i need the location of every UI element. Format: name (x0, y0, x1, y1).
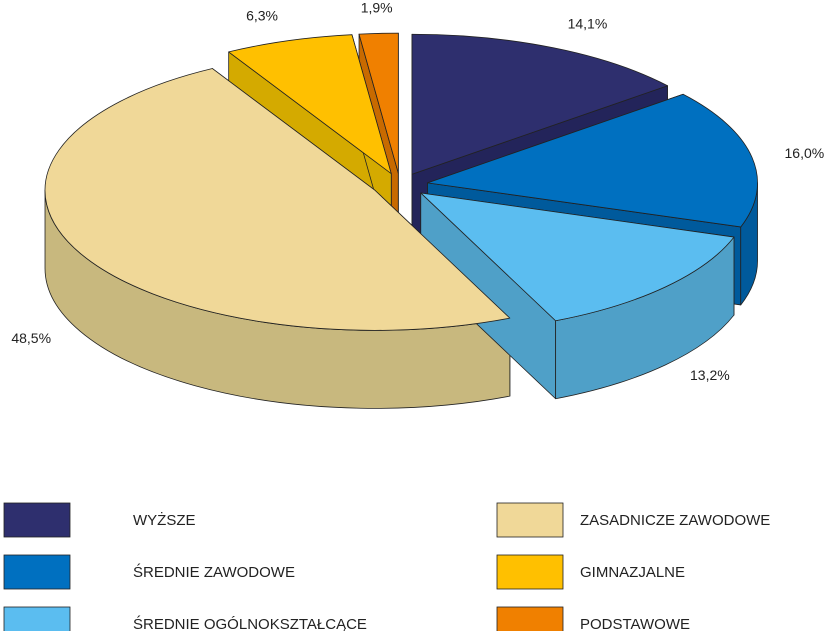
legend-label: GIMNAZJALNE (580, 564, 685, 581)
data-label: 6,3% (246, 7, 278, 23)
slice (358, 32, 399, 174)
slice (427, 93, 758, 228)
data-label: 48,5% (11, 330, 51, 346)
data-label: 1,9% (361, 0, 393, 15)
legend-swatch (496, 502, 564, 538)
data-label: 14,1% (568, 15, 608, 31)
legend-label: WYŻSZE (133, 511, 196, 529)
legend-swatch (496, 554, 564, 590)
slice (44, 68, 511, 331)
legend-label: PODSTAWOWE (580, 616, 690, 631)
legend-swatch (496, 606, 564, 636)
data-label: 13,2% (690, 367, 730, 383)
slice (411, 33, 668, 175)
legend-swatch (3, 502, 71, 538)
legend-label: ŚREDNIE OGÓLNOKSZTAŁCĄCE (133, 615, 367, 631)
legend-swatch (3, 606, 71, 636)
legend-swatch (3, 554, 71, 590)
legend-label: ZASADNICZE ZAWODOWE (580, 512, 770, 529)
data-label: 16,0% (785, 145, 825, 161)
slice (420, 192, 735, 322)
legend-label: ŚREDNIE ZAWODOWE (133, 563, 295, 581)
slice (228, 34, 392, 175)
